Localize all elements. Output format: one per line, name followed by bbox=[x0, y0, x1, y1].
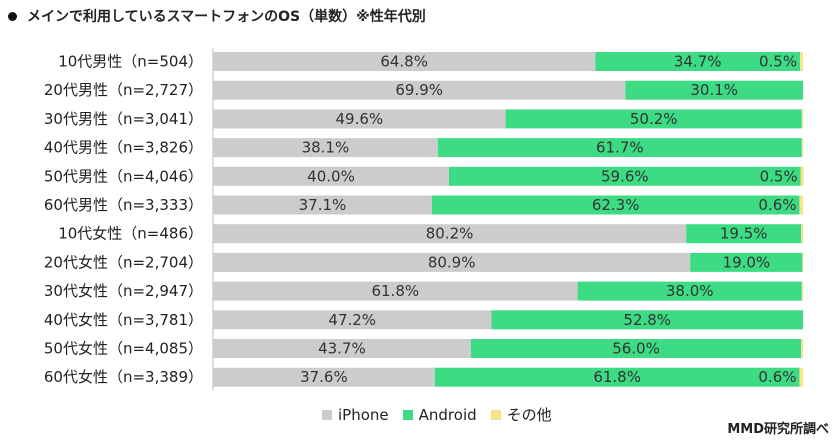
value-label-android: 59.6% bbox=[601, 167, 649, 185]
bar-segment-iphone bbox=[213, 138, 438, 158]
chart-title: メインで利用しているスマートフォンのOS（単数）※性年代別 bbox=[8, 6, 426, 26]
bar-segment-android bbox=[505, 109, 802, 129]
category-label: 50代男性（n=4,046） bbox=[44, 167, 203, 185]
value-label-android: 19.5% bbox=[720, 225, 768, 243]
value-label-android: 62.3% bbox=[592, 196, 640, 214]
value-label-android: 61.7% bbox=[596, 139, 644, 157]
legend-item-android: Android bbox=[402, 405, 477, 424]
bar-segment-other bbox=[799, 367, 803, 387]
bar-segment-iphone bbox=[213, 195, 432, 215]
value-label-android: 19.0% bbox=[723, 253, 771, 271]
value-label-android: 56.0% bbox=[612, 340, 660, 358]
bar-segment-other bbox=[801, 224, 803, 244]
value-label-other: 0.6% bbox=[758, 368, 796, 386]
value-label-iphone: 61.8% bbox=[371, 282, 419, 300]
bar-segment-other bbox=[799, 195, 803, 215]
value-label-iphone: 37.1% bbox=[299, 196, 347, 214]
chart-legend: iPhone Android その他 bbox=[322, 404, 566, 425]
stacked-bar-chart: 10代男性（n=504） 64.8% 34.7% 0.5% 20代男性（n=2,727）… bbox=[44, 48, 804, 391]
category-label: 10代女性（n=486） bbox=[58, 225, 203, 243]
value-label-iphone: 49.6% bbox=[335, 110, 383, 128]
bar-segment-iphone bbox=[213, 109, 506, 129]
category-label: 30代男性（n=3,041） bbox=[44, 110, 203, 128]
value-label-iphone: 37.6% bbox=[300, 368, 348, 386]
bar-segment-iphone bbox=[213, 367, 435, 387]
bar-segment-android bbox=[470, 339, 802, 358]
value-label-iphone: 80.2% bbox=[426, 225, 474, 243]
legend-item-other: その他 bbox=[490, 404, 552, 425]
bar-segment-other bbox=[802, 252, 803, 272]
legend-label-android: Android bbox=[418, 405, 477, 424]
bar-segment-other bbox=[801, 339, 803, 358]
bar-segment-iphone bbox=[213, 52, 596, 71]
value-label-iphone: 43.7% bbox=[318, 340, 366, 358]
category-label: 20代男性（n=2,727） bbox=[44, 81, 203, 99]
value-label-android: 30.1% bbox=[690, 81, 738, 99]
bar-segment-iphone bbox=[213, 80, 626, 100]
value-label-android: 52.8% bbox=[623, 311, 671, 329]
value-label-iphone: 69.9% bbox=[395, 81, 443, 99]
bullet-icon bbox=[8, 11, 17, 21]
value-label-android: 38.0% bbox=[666, 282, 714, 300]
value-label-iphone: 64.8% bbox=[380, 53, 428, 71]
legend-item-iphone: iPhone bbox=[322, 406, 389, 424]
value-label-android: 34.7% bbox=[674, 53, 722, 71]
value-label-other: 0.5% bbox=[760, 167, 798, 185]
category-label: 50代女性（n=4,085） bbox=[44, 340, 203, 358]
bar-segment-iphone bbox=[213, 252, 691, 272]
bar-segment-android bbox=[491, 310, 803, 330]
value-label-other: 0.6% bbox=[758, 196, 796, 214]
legend-label-other: その他 bbox=[506, 406, 552, 424]
chart-title-text: メインで利用しているスマートフォンのOS（単数）※性年代別 bbox=[27, 9, 426, 25]
value-label-other: 0.5% bbox=[759, 53, 797, 71]
bar-segment-android bbox=[449, 166, 801, 186]
bar-segment-android bbox=[577, 281, 802, 301]
value-label-iphone: 38.1% bbox=[302, 139, 350, 157]
bar-segment-android bbox=[437, 138, 802, 158]
source-note: MMD研究所調べ bbox=[727, 422, 829, 437]
bar-segment-android bbox=[690, 252, 803, 272]
category-label: 60代女性（n=3,389） bbox=[44, 368, 203, 386]
value-label-iphone: 47.2% bbox=[328, 311, 376, 329]
bar-segment-other bbox=[801, 281, 803, 301]
bar-segment-iphone bbox=[213, 310, 492, 330]
value-label-android: 61.8% bbox=[593, 368, 641, 386]
value-label-iphone: 40.0% bbox=[307, 167, 355, 185]
category-label: 40代女性（n=3,781） bbox=[44, 311, 203, 329]
bar-segment-iphone bbox=[213, 224, 687, 244]
bar-segment-other bbox=[800, 166, 804, 186]
value-label-android: 50.2% bbox=[630, 110, 678, 128]
legend-swatch-iphone bbox=[322, 409, 332, 420]
category-label: 20代女性（n=2,704） bbox=[44, 253, 203, 271]
bar-segment-android bbox=[595, 52, 801, 71]
legend-swatch-android bbox=[402, 409, 413, 420]
bar-segment-iphone bbox=[213, 339, 471, 358]
bar-segment-iphone bbox=[213, 281, 578, 301]
category-label: 30代女性（n=2,947） bbox=[44, 282, 203, 300]
value-label-iphone: 80.9% bbox=[428, 253, 476, 271]
legend-swatch-other bbox=[490, 409, 501, 420]
category-label: 40代男性（n=3,826） bbox=[44, 139, 203, 157]
bar-segment-other bbox=[801, 138, 803, 158]
bar-segment-android bbox=[434, 367, 800, 387]
legend-label-iphone: iPhone bbox=[338, 405, 389, 424]
bar-segment-android bbox=[625, 80, 803, 100]
bar-segment-other bbox=[801, 109, 803, 129]
bar-segment-other bbox=[800, 52, 803, 71]
bar-segment-android bbox=[431, 195, 800, 215]
bar-segment-iphone bbox=[213, 166, 449, 186]
category-label: 60代男性（n=3,333） bbox=[44, 196, 203, 214]
category-label: 10代男性（n=504） bbox=[58, 53, 203, 71]
bar-segment-android bbox=[686, 224, 802, 244]
